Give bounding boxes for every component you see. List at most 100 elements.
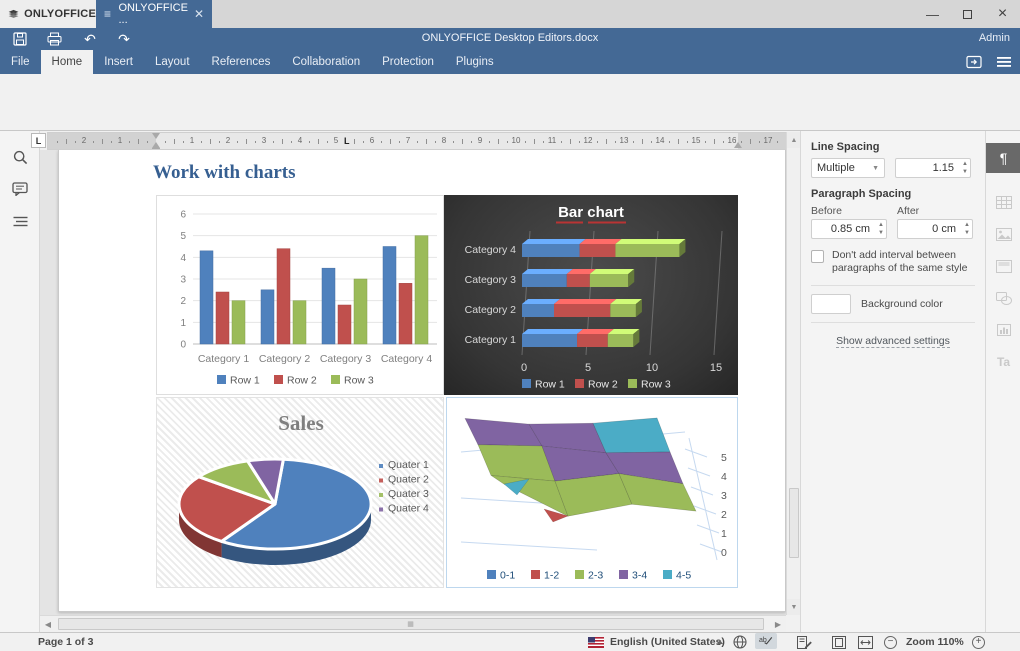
- ruler-number: 13: [619, 136, 629, 145]
- table-settings-icon[interactable]: [986, 187, 1020, 217]
- redo-button[interactable]: ↷: [118, 31, 130, 47]
- scroll-left-arrow[interactable]: ◀: [44, 620, 52, 629]
- tab-collaboration[interactable]: Collaboration: [292, 56, 361, 68]
- language-selector[interactable]: English (United States): [610, 636, 725, 648]
- chart-settings-icon[interactable]: [986, 315, 1020, 345]
- page-indicator: Page 1 of 3: [38, 636, 94, 648]
- tab-references[interactable]: References: [211, 56, 271, 68]
- ruler-tick: [597, 141, 598, 143]
- show-advanced-settings-link[interactable]: Show advanced settings: [811, 335, 975, 348]
- chevron-up-icon[interactable]: [717, 633, 723, 651]
- line-spacing-select[interactable]: Multiple ▼: [811, 158, 885, 178]
- zoom-in-button[interactable]: +: [972, 633, 985, 651]
- print-button[interactable]: [44, 30, 64, 48]
- minimize-button[interactable]: —: [926, 6, 939, 22]
- ruler-tick: [291, 141, 292, 143]
- document-page[interactable]: Work with charts 0 1 2 3 4 5 6 Category 1 Catego…: [58, 150, 786, 612]
- header-footer-settings-icon[interactable]: [986, 251, 1020, 281]
- horizontal-scrollbar[interactable]: ◀ ▦ ▶: [40, 615, 786, 632]
- navigation-button[interactable]: [10, 211, 30, 231]
- svg-text:Quater 4: Quater 4: [388, 503, 429, 515]
- paragraph-settings-icon[interactable]: ¶: [986, 143, 1020, 173]
- spinner-up-icon[interactable]: ▲: [878, 222, 884, 228]
- tab-plugins[interactable]: Plugins: [455, 56, 494, 68]
- comments-button[interactable]: [10, 179, 30, 199]
- interval-checkbox[interactable]: [811, 250, 824, 263]
- text-art-settings-icon[interactable]: Ta: [996, 355, 1011, 369]
- hanging-indent-marker[interactable]: [152, 142, 160, 148]
- tab-home[interactable]: Home: [40, 50, 94, 74]
- spinner-up-icon[interactable]: ▲: [964, 222, 970, 228]
- spinner-down-icon[interactable]: ▼: [962, 168, 968, 175]
- zoom-out-button[interactable]: −: [884, 633, 897, 651]
- column-bar: [292, 300, 307, 345]
- horizontal-scroll-thumb[interactable]: ▦: [58, 618, 764, 630]
- tab-stop-selector[interactable]: L: [31, 133, 46, 148]
- image-settings-icon[interactable]: [986, 219, 1020, 249]
- ruler-tick: [66, 139, 67, 144]
- first-line-indent-marker[interactable]: [152, 133, 160, 139]
- scroll-up-arrow[interactable]: ▲: [787, 132, 801, 148]
- undo-button[interactable]: ↶: [84, 31, 96, 47]
- ruler-tick: [705, 141, 706, 143]
- tab-protection[interactable]: Protection: [382, 56, 434, 68]
- track-changes-button[interactable]: [797, 633, 812, 651]
- tab-file[interactable]: File: [11, 56, 30, 68]
- shape-settings-icon[interactable]: [986, 283, 1020, 313]
- background-color-swatch[interactable]: [811, 294, 851, 314]
- spinner-up-icon[interactable]: ▲: [962, 161, 968, 167]
- main-menu-icon[interactable]: [996, 56, 1012, 68]
- menu-right-icons: [966, 50, 1012, 74]
- close-button[interactable]: ×: [997, 5, 1008, 22]
- ruler-number: 1: [117, 136, 123, 145]
- document-heading[interactable]: Work with charts: [153, 162, 296, 183]
- ruler-tick: [381, 141, 382, 143]
- vertical-scrollbar[interactable]: ▲ ▼: [786, 132, 801, 615]
- scroll-down-arrow[interactable]: ▼: [787, 599, 801, 615]
- horizontal-ruler[interactable]: 2 1 1 2 3 4 5 6 7 8 9 10 11 12 13 14 15 16 17 L: [47, 132, 788, 150]
- search-button[interactable]: [10, 147, 30, 167]
- surface-band: [464, 418, 543, 447]
- left-indent-marker[interactable]: [152, 148, 160, 149]
- spacing-before-spinner[interactable]: 0.85 cm ▲ ▼: [811, 219, 887, 239]
- left-sidebar: [0, 131, 40, 632]
- ruler-tick: [390, 139, 391, 144]
- fit-width-button[interactable]: [858, 633, 873, 651]
- spinner-down-icon[interactable]: ▼: [964, 229, 970, 236]
- open-file-location-icon[interactable]: [966, 55, 982, 69]
- ruler-number: 10: [511, 136, 521, 145]
- spell-checking-button[interactable]: ab: [755, 633, 777, 649]
- user-name: Admin: [978, 32, 1010, 44]
- right-indent-marker[interactable]: [734, 142, 742, 148]
- column-chart[interactable]: 0 1 2 3 4 5 6 Category 1 Category 2 Category 3 Cat…: [156, 195, 444, 395]
- line-spacing-spinner[interactable]: 1.15 ▲ ▼: [895, 158, 971, 178]
- fit-width-icon: [858, 635, 873, 649]
- document-tab[interactable]: ≡ ONLYOFFICE ... ✕: [96, 0, 212, 28]
- tab-insert[interactable]: Insert: [104, 56, 133, 68]
- tab-layout[interactable]: Layout: [154, 56, 190, 68]
- scroll-right-arrow[interactable]: ▶: [774, 620, 782, 629]
- pie-chart[interactable]: Sales Quater 1 Quater 2 Quater 3 Quater 4: [156, 397, 444, 588]
- fit-page-button[interactable]: [832, 633, 846, 651]
- surface-chart[interactable]: 5 4 3 2 1 0 0-1 1-2 2-3 3-4 4-5: [446, 397, 738, 588]
- column-bar: [353, 278, 368, 345]
- spacing-after-spinner[interactable]: 0 cm ▲ ▼: [897, 219, 973, 239]
- ruler-tick: [345, 141, 346, 143]
- vertical-scroll-thumb[interactable]: [789, 488, 799, 558]
- document-workspace[interactable]: Work with charts 0 1 2 3 4 5 6 Category 1 Catego…: [40, 150, 786, 615]
- ruler-number: 7: [405, 136, 411, 145]
- maximize-button[interactable]: [950, 0, 985, 28]
- surface-chart-svg: 5 4 3 2 1 0 0-1 1-2 2-3 3-4 4-5: [460, 417, 727, 582]
- spinner-down-icon[interactable]: ▼: [878, 229, 884, 236]
- set-document-language-button[interactable]: [733, 633, 747, 651]
- ruler-number: 8: [441, 136, 447, 145]
- tab-menu-icon[interactable]: ≡: [104, 7, 112, 21]
- save-button[interactable]: [10, 30, 30, 48]
- spacing-before-value: 0.85 cm: [830, 223, 870, 235]
- tab-close-icon[interactable]: ✕: [193, 7, 204, 21]
- bar-chart[interactable]: Bar chart 0 5 10 15 Category 4 Category 3 Categ…: [444, 195, 738, 395]
- svg-text:5: 5: [585, 362, 591, 374]
- ruler-tick: [525, 141, 526, 143]
- tab-stop-marker[interactable]: L: [344, 136, 350, 146]
- column-chart-svg: 0 1 2 3 4 5 6 Category 1 Category 2 Category 3 Cat…: [180, 210, 437, 387]
